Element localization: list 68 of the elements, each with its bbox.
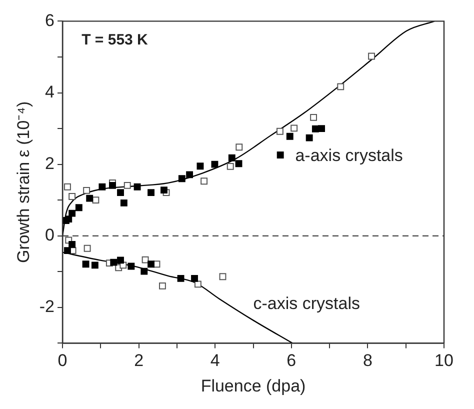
x-axis-title: Fluence (dpa) bbox=[200, 376, 306, 396]
point bbox=[178, 175, 186, 182]
x-tick-label: 8 bbox=[362, 351, 372, 370]
point bbox=[219, 273, 226, 280]
point bbox=[86, 194, 94, 202]
point bbox=[148, 189, 154, 196]
point bbox=[177, 274, 184, 282]
point bbox=[124, 182, 131, 189]
point bbox=[306, 134, 313, 142]
point bbox=[140, 268, 148, 275]
point bbox=[82, 260, 90, 268]
point bbox=[235, 160, 242, 168]
y-tick-label: 2 bbox=[45, 154, 55, 173]
point bbox=[228, 154, 236, 162]
point bbox=[68, 193, 76, 200]
point bbox=[211, 160, 218, 168]
annotation: c-axis crystals bbox=[253, 294, 360, 314]
point bbox=[117, 256, 124, 264]
y-axis-title: Growth strain ε (10⁻⁴) bbox=[14, 101, 33, 264]
point bbox=[286, 132, 294, 140]
line-series bbox=[62, 21, 436, 236]
point bbox=[312, 125, 319, 132]
point bbox=[92, 196, 100, 204]
point bbox=[290, 124, 298, 132]
point bbox=[120, 199, 128, 206]
point bbox=[65, 216, 72, 223]
x-tick-label: 4 bbox=[210, 351, 220, 370]
point bbox=[91, 262, 98, 269]
point bbox=[368, 52, 375, 60]
point bbox=[318, 125, 326, 132]
point bbox=[310, 114, 317, 121]
point bbox=[276, 152, 284, 158]
y-tick-label: -2 bbox=[39, 297, 55, 316]
point bbox=[68, 210, 76, 217]
point bbox=[196, 162, 204, 170]
point bbox=[128, 262, 135, 270]
point bbox=[75, 204, 82, 212]
point bbox=[186, 171, 194, 178]
point bbox=[64, 183, 71, 190]
x-tick-label: 0 bbox=[58, 351, 68, 370]
point bbox=[142, 256, 149, 264]
point bbox=[84, 244, 91, 252]
y-tick-label: 6 bbox=[45, 10, 55, 30]
y-tick-label: 0 bbox=[45, 226, 55, 245]
point bbox=[83, 186, 90, 194]
x-tick-label: 10 bbox=[434, 351, 454, 370]
point bbox=[226, 162, 234, 170]
point bbox=[109, 182, 116, 189]
point bbox=[117, 189, 124, 196]
point bbox=[191, 274, 198, 282]
point bbox=[194, 280, 202, 288]
point bbox=[236, 144, 243, 151]
point bbox=[64, 247, 71, 254]
x-tick-label: 6 bbox=[286, 351, 296, 370]
point bbox=[148, 260, 154, 268]
point bbox=[337, 83, 344, 90]
point bbox=[68, 240, 76, 248]
point bbox=[276, 128, 284, 135]
point bbox=[110, 258, 118, 266]
point bbox=[160, 186, 168, 194]
point bbox=[134, 183, 141, 190]
annotation: a-axis crystals bbox=[295, 146, 403, 166]
y-tick-label: 4 bbox=[45, 82, 55, 102]
annotation: T = 553 K bbox=[82, 32, 148, 49]
point bbox=[200, 178, 208, 185]
point bbox=[98, 183, 106, 190]
point bbox=[158, 282, 166, 290]
x-tick-label: 2 bbox=[134, 351, 144, 370]
